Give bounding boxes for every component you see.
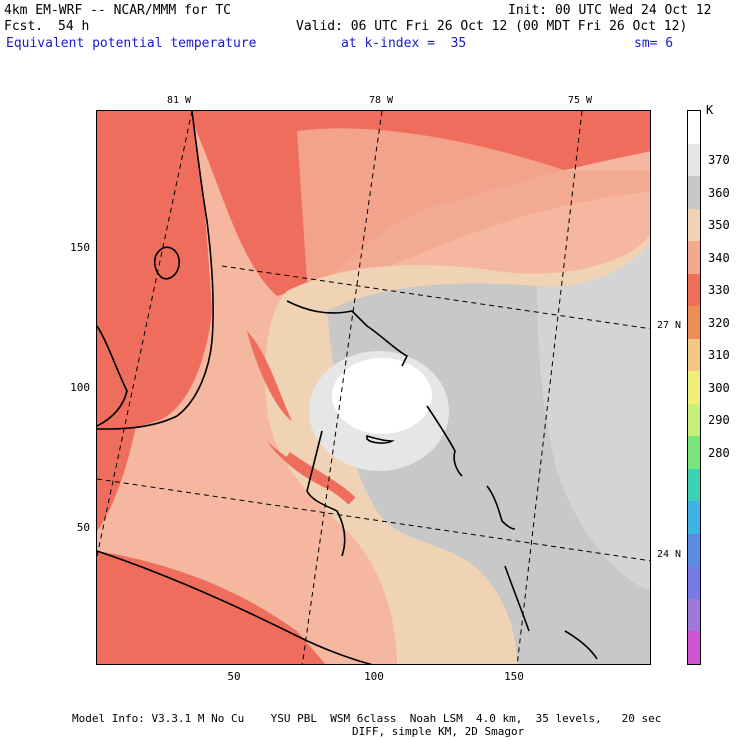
grid-lon-75w <box>516 111 583 664</box>
lake-okeechobee <box>153 246 180 280</box>
grey-theta-east <box>537 243 650 591</box>
high-theta-florida <box>97 111 212 431</box>
x-tick-100: 100 <box>364 670 384 683</box>
eleuthera-island <box>426 405 463 477</box>
turks-caicos <box>564 630 598 660</box>
grid-lon-78w <box>301 111 383 664</box>
model-title: 4km EM-WRF -- NCAR/MMM for TC <box>4 3 231 18</box>
new-providence <box>366 434 395 444</box>
colorbar-label: 320 <box>708 315 730 330</box>
forecast-label: Fcst. <box>4 19 44 34</box>
grand-bahama-abaco <box>286 300 409 367</box>
colorbar-segment <box>688 436 700 470</box>
lon-label-75w: 75 W <box>568 95 593 106</box>
florida-west-coast <box>97 325 128 427</box>
valid-time: Valid: 06 UTC Fri 26 Oct 12 (00 MDT Fri … <box>296 19 688 34</box>
lon-label-78w: 78 W <box>369 95 394 106</box>
forecast-hour: 54 h <box>58 19 90 34</box>
cuba-north-coast <box>97 550 373 664</box>
colorbar-label: 370 <box>708 153 730 168</box>
model-info-line2: DIFF, simple KM, 2D Smagor <box>352 725 525 738</box>
colorbar-segment <box>688 111 700 145</box>
x-tick-150: 150 <box>504 670 524 683</box>
map-panel <box>96 110 651 665</box>
lat-label-24n: 24 N <box>657 549 682 560</box>
grid-lon-81w <box>97 111 193 557</box>
colorbar-segment <box>688 533 700 567</box>
colorbar-segment <box>688 143 700 177</box>
colorbar-segment <box>688 273 700 307</box>
colorbar-label: 280 <box>708 445 730 460</box>
colorbar <box>687 110 701 665</box>
level-label: at k-index = 35 <box>341 36 467 51</box>
cat-island <box>486 485 516 530</box>
y-tick-50: 50 <box>76 521 90 534</box>
colorbar-label: 300 <box>708 380 730 395</box>
x-tick-50: 50 <box>227 670 241 683</box>
colorbar-label: 360 <box>708 185 730 200</box>
y-tick-100: 100 <box>70 381 90 394</box>
florida-east-coast <box>97 111 214 430</box>
high-theta-west <box>97 411 137 531</box>
y-tick-150: 150 <box>70 241 90 254</box>
high-theta-south <box>97 551 326 664</box>
grid-lat-27n <box>221 265 650 330</box>
colorbar-segment <box>688 208 700 242</box>
colorbar-segment <box>688 403 700 437</box>
colorbar-segment <box>688 338 700 372</box>
coastlines <box>97 111 598 664</box>
eye-core <box>332 358 432 434</box>
colorbar-segment <box>688 598 700 632</box>
colorbar-segment <box>688 566 700 600</box>
model-info: Model Info: V3.3.1 M No Cu YSU PBL WSM 6… <box>72 712 662 725</box>
colorbar-segment <box>688 468 700 502</box>
colorbar-segment <box>688 241 700 275</box>
colorbar-segment <box>688 631 700 665</box>
smoothing-label: sm= 6 <box>634 36 674 51</box>
field-name: Equivalent potential temperature <box>6 36 257 51</box>
andros-island <box>306 430 346 557</box>
red-streak-1 <box>247 331 292 421</box>
lon-label-81w: 81 W <box>167 95 192 106</box>
theta-e-field <box>97 111 650 664</box>
transition-band <box>297 128 650 284</box>
southern-bahamas <box>504 565 530 632</box>
grid-lat-24n <box>97 478 650 562</box>
colorbar-segment <box>688 501 700 535</box>
colorbar-segment <box>688 306 700 340</box>
colorbar-label: 340 <box>708 250 730 265</box>
colorbar-segment <box>688 371 700 405</box>
colorbar-label: 350 <box>708 218 730 233</box>
colorbar-segment <box>688 176 700 210</box>
lat-lon-grid <box>97 111 650 664</box>
colorbar-label: 290 <box>708 413 730 428</box>
red-streak-3 <box>284 451 356 505</box>
colorbar-label: 310 <box>708 348 730 363</box>
init-time: Init: 00 UTC Wed 24 Oct 12 <box>508 3 712 18</box>
colorbar-unit: K <box>706 103 714 117</box>
lat-label-27n: 27 N <box>657 320 682 331</box>
colorbar-label: 330 <box>708 283 730 298</box>
